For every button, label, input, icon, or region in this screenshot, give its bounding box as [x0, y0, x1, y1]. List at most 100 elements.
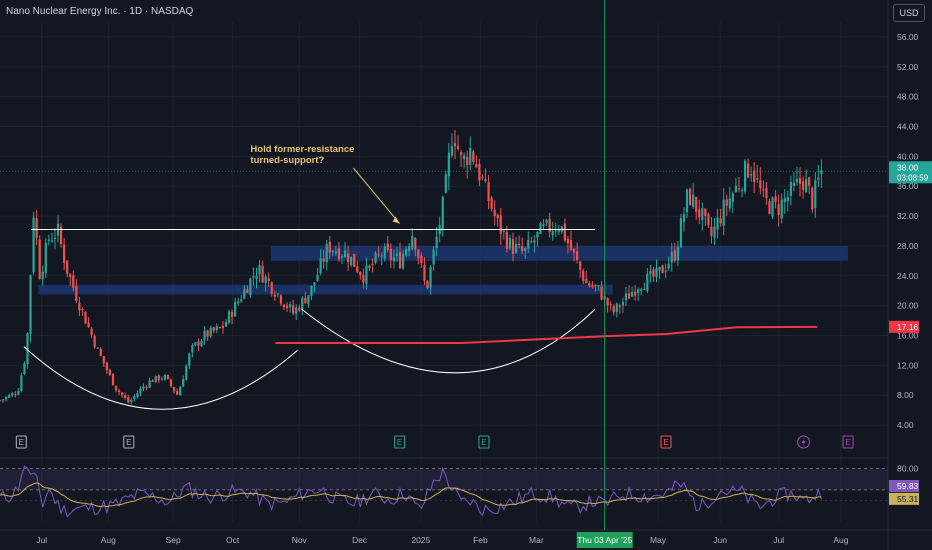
bolt-glyph	[801, 438, 806, 446]
candle-body	[637, 289, 640, 294]
candle-body	[801, 181, 805, 190]
candle-body	[252, 276, 255, 278]
candle-body	[643, 288, 646, 290]
candle-body	[148, 380, 151, 388]
earnings-marker-label: E	[126, 438, 131, 447]
candle-body	[594, 284, 597, 287]
candle-body	[591, 285, 594, 288]
candle-body	[762, 189, 765, 191]
candle-body	[270, 282, 273, 294]
candle-body	[340, 256, 344, 258]
candle-body	[20, 375, 23, 392]
candle-body	[347, 253, 350, 263]
candle-body	[688, 188, 692, 205]
x-tick-label: Feb	[473, 535, 488, 545]
candle-body	[563, 223, 567, 241]
candle-body	[710, 226, 713, 236]
candle-body	[704, 208, 707, 216]
candle-body	[395, 253, 399, 256]
candle-body	[17, 391, 20, 395]
y-tick-label: 28.00	[897, 241, 919, 251]
candle-body	[44, 242, 47, 273]
y-tick-label: 20.00	[897, 301, 919, 311]
y-tick-label: 4.00	[897, 420, 914, 430]
symbol-header: Nano Nuclear Energy Inc. · 1D · NASDAQ	[6, 6, 194, 17]
x-tick-label: Jul	[36, 535, 47, 545]
candle-body	[53, 237, 57, 239]
candle-body	[731, 193, 734, 203]
candle-body	[282, 304, 286, 308]
candle-body	[102, 356, 105, 364]
candle-body	[212, 327, 215, 331]
candle-body	[459, 151, 463, 155]
candle-body	[218, 326, 221, 328]
candle-body	[160, 378, 163, 380]
candle-body	[777, 204, 780, 215]
earnings-marker-label: E	[397, 438, 402, 447]
candle-body	[255, 275, 258, 280]
currency-button[interactable]: USD	[893, 4, 925, 22]
candle-body	[713, 226, 716, 238]
candle-body	[811, 187, 814, 210]
candle-body	[237, 301, 240, 304]
candle-body	[172, 386, 176, 392]
x-tick-label: Nov	[292, 535, 308, 545]
candle-body	[627, 293, 631, 299]
candle-body	[0, 400, 2, 402]
candle-body	[743, 160, 747, 192]
candle-body	[795, 178, 799, 183]
candle-body	[444, 174, 447, 193]
candle-body	[179, 387, 182, 396]
ma-price-label: 17.16	[897, 322, 919, 332]
candle-body	[502, 231, 505, 233]
candle-body	[820, 169, 823, 175]
candle-body	[230, 312, 234, 317]
rsi-value-badge	[889, 480, 919, 493]
candle-body	[157, 375, 160, 381]
candle-body	[93, 335, 96, 348]
rsi-ma-line	[0, 482, 822, 508]
candle-body	[331, 250, 334, 252]
annotation-text: Hold former-resistance	[250, 144, 354, 155]
candle-body	[127, 397, 130, 403]
candle-body	[606, 298, 609, 306]
candle-body	[539, 223, 542, 234]
candle-body	[38, 239, 41, 279]
candle-body	[792, 182, 796, 186]
candle-body	[789, 182, 792, 196]
candle-body	[133, 396, 136, 399]
earnings-marker-icon	[15, 435, 27, 449]
candle-body	[203, 330, 206, 341]
candle-body	[511, 239, 515, 254]
y-tick-label: 32.00	[897, 211, 919, 221]
x-tick-label: 2025	[411, 535, 430, 545]
candle-body	[35, 218, 38, 238]
candle-body	[814, 180, 817, 209]
candle-body	[740, 189, 744, 191]
candle-body	[551, 230, 554, 236]
candle-body	[41, 271, 44, 280]
candle-body	[316, 274, 319, 282]
candle-body	[597, 285, 600, 287]
candle-body	[808, 177, 811, 186]
candle-body	[273, 294, 276, 297]
candle-body	[640, 289, 643, 291]
candle-body	[621, 301, 625, 306]
candle-body	[377, 254, 380, 256]
candle-body	[417, 249, 420, 259]
candle-body	[508, 237, 512, 249]
candle-body	[84, 311, 87, 324]
candle-body	[572, 248, 576, 253]
candle-body	[673, 250, 676, 261]
rsi-level-label: 80.00	[897, 463, 919, 473]
candle-body	[576, 251, 579, 261]
x-tick-label: Aug	[833, 535, 848, 545]
x-tick-label: Jun	[713, 535, 727, 545]
candle-body	[450, 146, 454, 156]
candle-body	[518, 243, 521, 245]
candle-body	[566, 238, 570, 244]
candle-body	[350, 256, 353, 266]
candle-body	[59, 226, 63, 245]
candle-body	[114, 385, 118, 391]
